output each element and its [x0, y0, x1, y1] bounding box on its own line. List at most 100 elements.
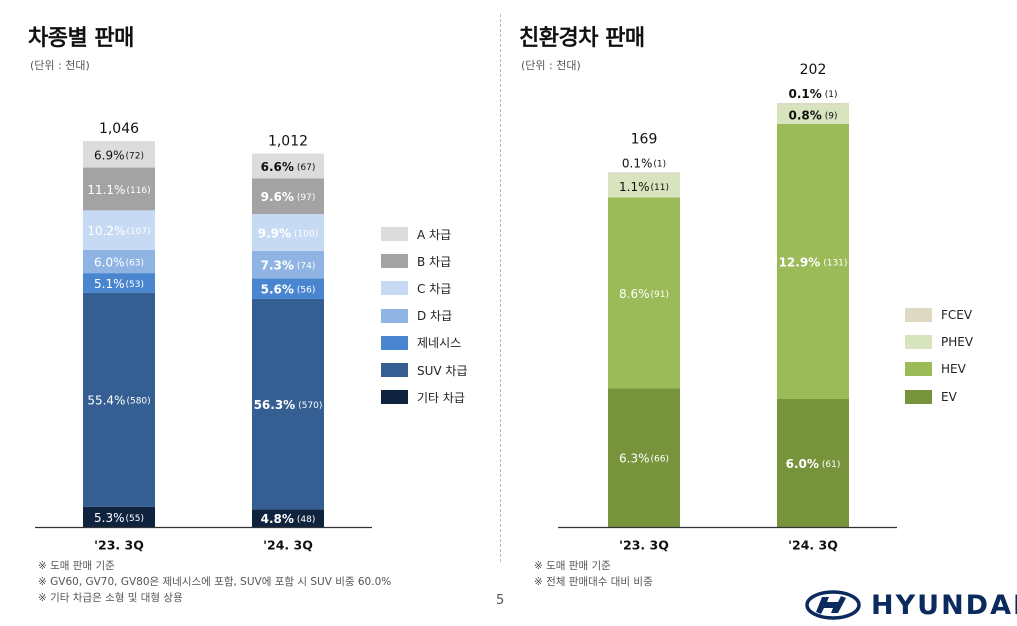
data-label: 7.3% (74): [261, 258, 316, 272]
legend-swatch: [905, 362, 932, 377]
legend-item: 제네시스: [381, 335, 461, 351]
legend-label: 제네시스: [417, 336, 462, 351]
data-label: 0.8% (9): [788, 108, 837, 122]
footnote-line: ※ 도매 판매 기준: [534, 560, 611, 572]
legend-label: A 차급: [417, 227, 452, 242]
data-label: 6.0% (61): [786, 456, 841, 470]
legend-item: EV: [905, 389, 957, 405]
legend-label: C 차급: [417, 281, 452, 296]
category-tick-label: '24. 3Q: [788, 538, 838, 553]
legend-label: EV: [941, 389, 957, 404]
total-label: 1,012: [268, 134, 308, 150]
data-label: 0.1%(1): [622, 156, 666, 170]
legend-label: B 차급: [417, 254, 452, 269]
data-label: 9.6% (97): [261, 190, 316, 204]
bar-segment: [83, 506, 155, 527]
legend-swatch: [905, 389, 932, 404]
legend-item: A 차급: [381, 226, 451, 242]
bar-segment: [252, 278, 324, 299]
bar-segment: [83, 167, 155, 211]
legend-label: FCEV: [941, 308, 973, 322]
data-label: 6.3%(66): [619, 451, 669, 465]
legend-swatch: [905, 335, 932, 350]
legend-item: SUV 차급: [381, 362, 468, 378]
bar-segment: [608, 388, 680, 527]
eco-vehicle-sales-chart: 6.3%(66) 8.6%(91) 1.1%(11) 0.1%(1) 169 '23. 3…: [558, 62, 897, 553]
legend-label: 기타 차급: [417, 390, 465, 405]
logo-wordmark: HYUNDAI: [871, 589, 1017, 621]
footnote-line: ※ 전체 판매대수 대비 비중: [534, 576, 653, 588]
bar-segment: [83, 273, 155, 293]
legend-item: C 차급: [381, 280, 451, 296]
bar-segment: [608, 172, 680, 175]
page-number: 5: [496, 593, 505, 608]
category-tick-label: '23. 3Q: [94, 538, 144, 553]
legend-item: 기타 차급: [381, 389, 465, 405]
data-label: 12.9% (131): [779, 255, 848, 269]
data-label: 55.4%(580): [87, 393, 150, 407]
bar-segment: [252, 509, 324, 527]
hyundai-logo: HYUNDAI: [805, 588, 1017, 622]
legend-swatch: [905, 308, 932, 322]
hyundai-emblem-icon: [805, 590, 861, 620]
legend-item: B 차급: [381, 253, 451, 269]
bar-segment: [608, 174, 680, 198]
legend-swatch: [381, 308, 408, 323]
right-footnotes: ※ 도매 판매 기준 ※ 전체 판매대수 대비 비중: [534, 558, 653, 590]
category-tick-label: '23. 3Q: [619, 538, 669, 553]
legend-label: PHEV: [941, 335, 974, 350]
legend-item: D 차급: [381, 308, 452, 324]
bar-segment: [252, 250, 324, 279]
bar-segment: [777, 105, 849, 124]
data-label: 11.1%(116): [87, 182, 150, 196]
legend-item: PHEV: [905, 334, 973, 350]
data-label: 4.8% (48): [261, 512, 316, 526]
total-label: 169: [631, 131, 658, 147]
bar-segment: [83, 249, 155, 274]
legend-swatch: [381, 254, 408, 269]
legend-swatch: [381, 227, 408, 241]
data-label: 5.1%(53): [94, 276, 144, 290]
bar-segment: [777, 123, 849, 399]
bar-segment: [777, 398, 849, 527]
bar-segment: [608, 197, 680, 389]
data-label: 9.9% (100): [258, 226, 318, 240]
bar-segment: [83, 141, 155, 168]
bar-segment: [252, 153, 324, 179]
legend-label: HEV: [941, 362, 966, 377]
right-unit-label: (단위 : 천대): [521, 59, 581, 72]
left-footnotes: ※ 도매 판매 기준 ※ GV60, GV70, GV80은 제네시스에 포함,…: [38, 558, 391, 606]
legend-swatch: [381, 335, 408, 350]
legend-swatch: [381, 390, 408, 405]
data-label: 6.6% (67): [261, 159, 316, 173]
legend-swatch: [381, 281, 408, 296]
footnote-line: ※ 기타 차급은 소형 및 대형 상용: [38, 592, 183, 604]
total-label: 202: [800, 62, 827, 78]
data-label: 6.0%(63): [94, 255, 144, 269]
bar-segment: [777, 103, 849, 106]
right-chart-title: 친환경차 판매: [519, 26, 645, 51]
data-label: 1.1%(11): [619, 179, 669, 193]
footnote-line: ※ GV60, GV70, GV80은 제네시스에 포함, SUV에 포함 시 …: [38, 576, 392, 588]
bar-segment: [252, 178, 324, 215]
legend-label: SUV 차급: [417, 363, 468, 378]
footnote-line: ※ 도매 판매 기준: [38, 560, 115, 572]
data-label: 5.3%(55): [94, 510, 144, 524]
bar-segment: [252, 298, 324, 510]
data-label: 5.6% (56): [261, 282, 316, 296]
left-chart-title: 차종별 판매: [28, 26, 134, 51]
legend-item: FCEV: [905, 307, 972, 323]
legend-item: HEV: [905, 361, 966, 377]
legend-swatch: [381, 363, 408, 377]
data-label: 6.9%(72): [94, 148, 144, 162]
data-label: 0.1%(1): [788, 87, 837, 101]
legend-label: D 차급: [417, 309, 453, 324]
data-label: 10.2%(107): [87, 224, 150, 238]
left-unit-label: (단위 : 천대): [30, 59, 90, 72]
total-label: 1,046: [99, 121, 139, 137]
data-label: 56.3% (570): [254, 398, 323, 412]
category-tick-label: '24. 3Q: [263, 538, 313, 553]
vehicle-type-sales-chart: 5.3%(55) 55.4%(580) 5.1%(53) 6.0%(63) 10.2%(…: [35, 121, 372, 553]
section-divider: [500, 14, 501, 562]
bar-segment: [83, 292, 155, 507]
